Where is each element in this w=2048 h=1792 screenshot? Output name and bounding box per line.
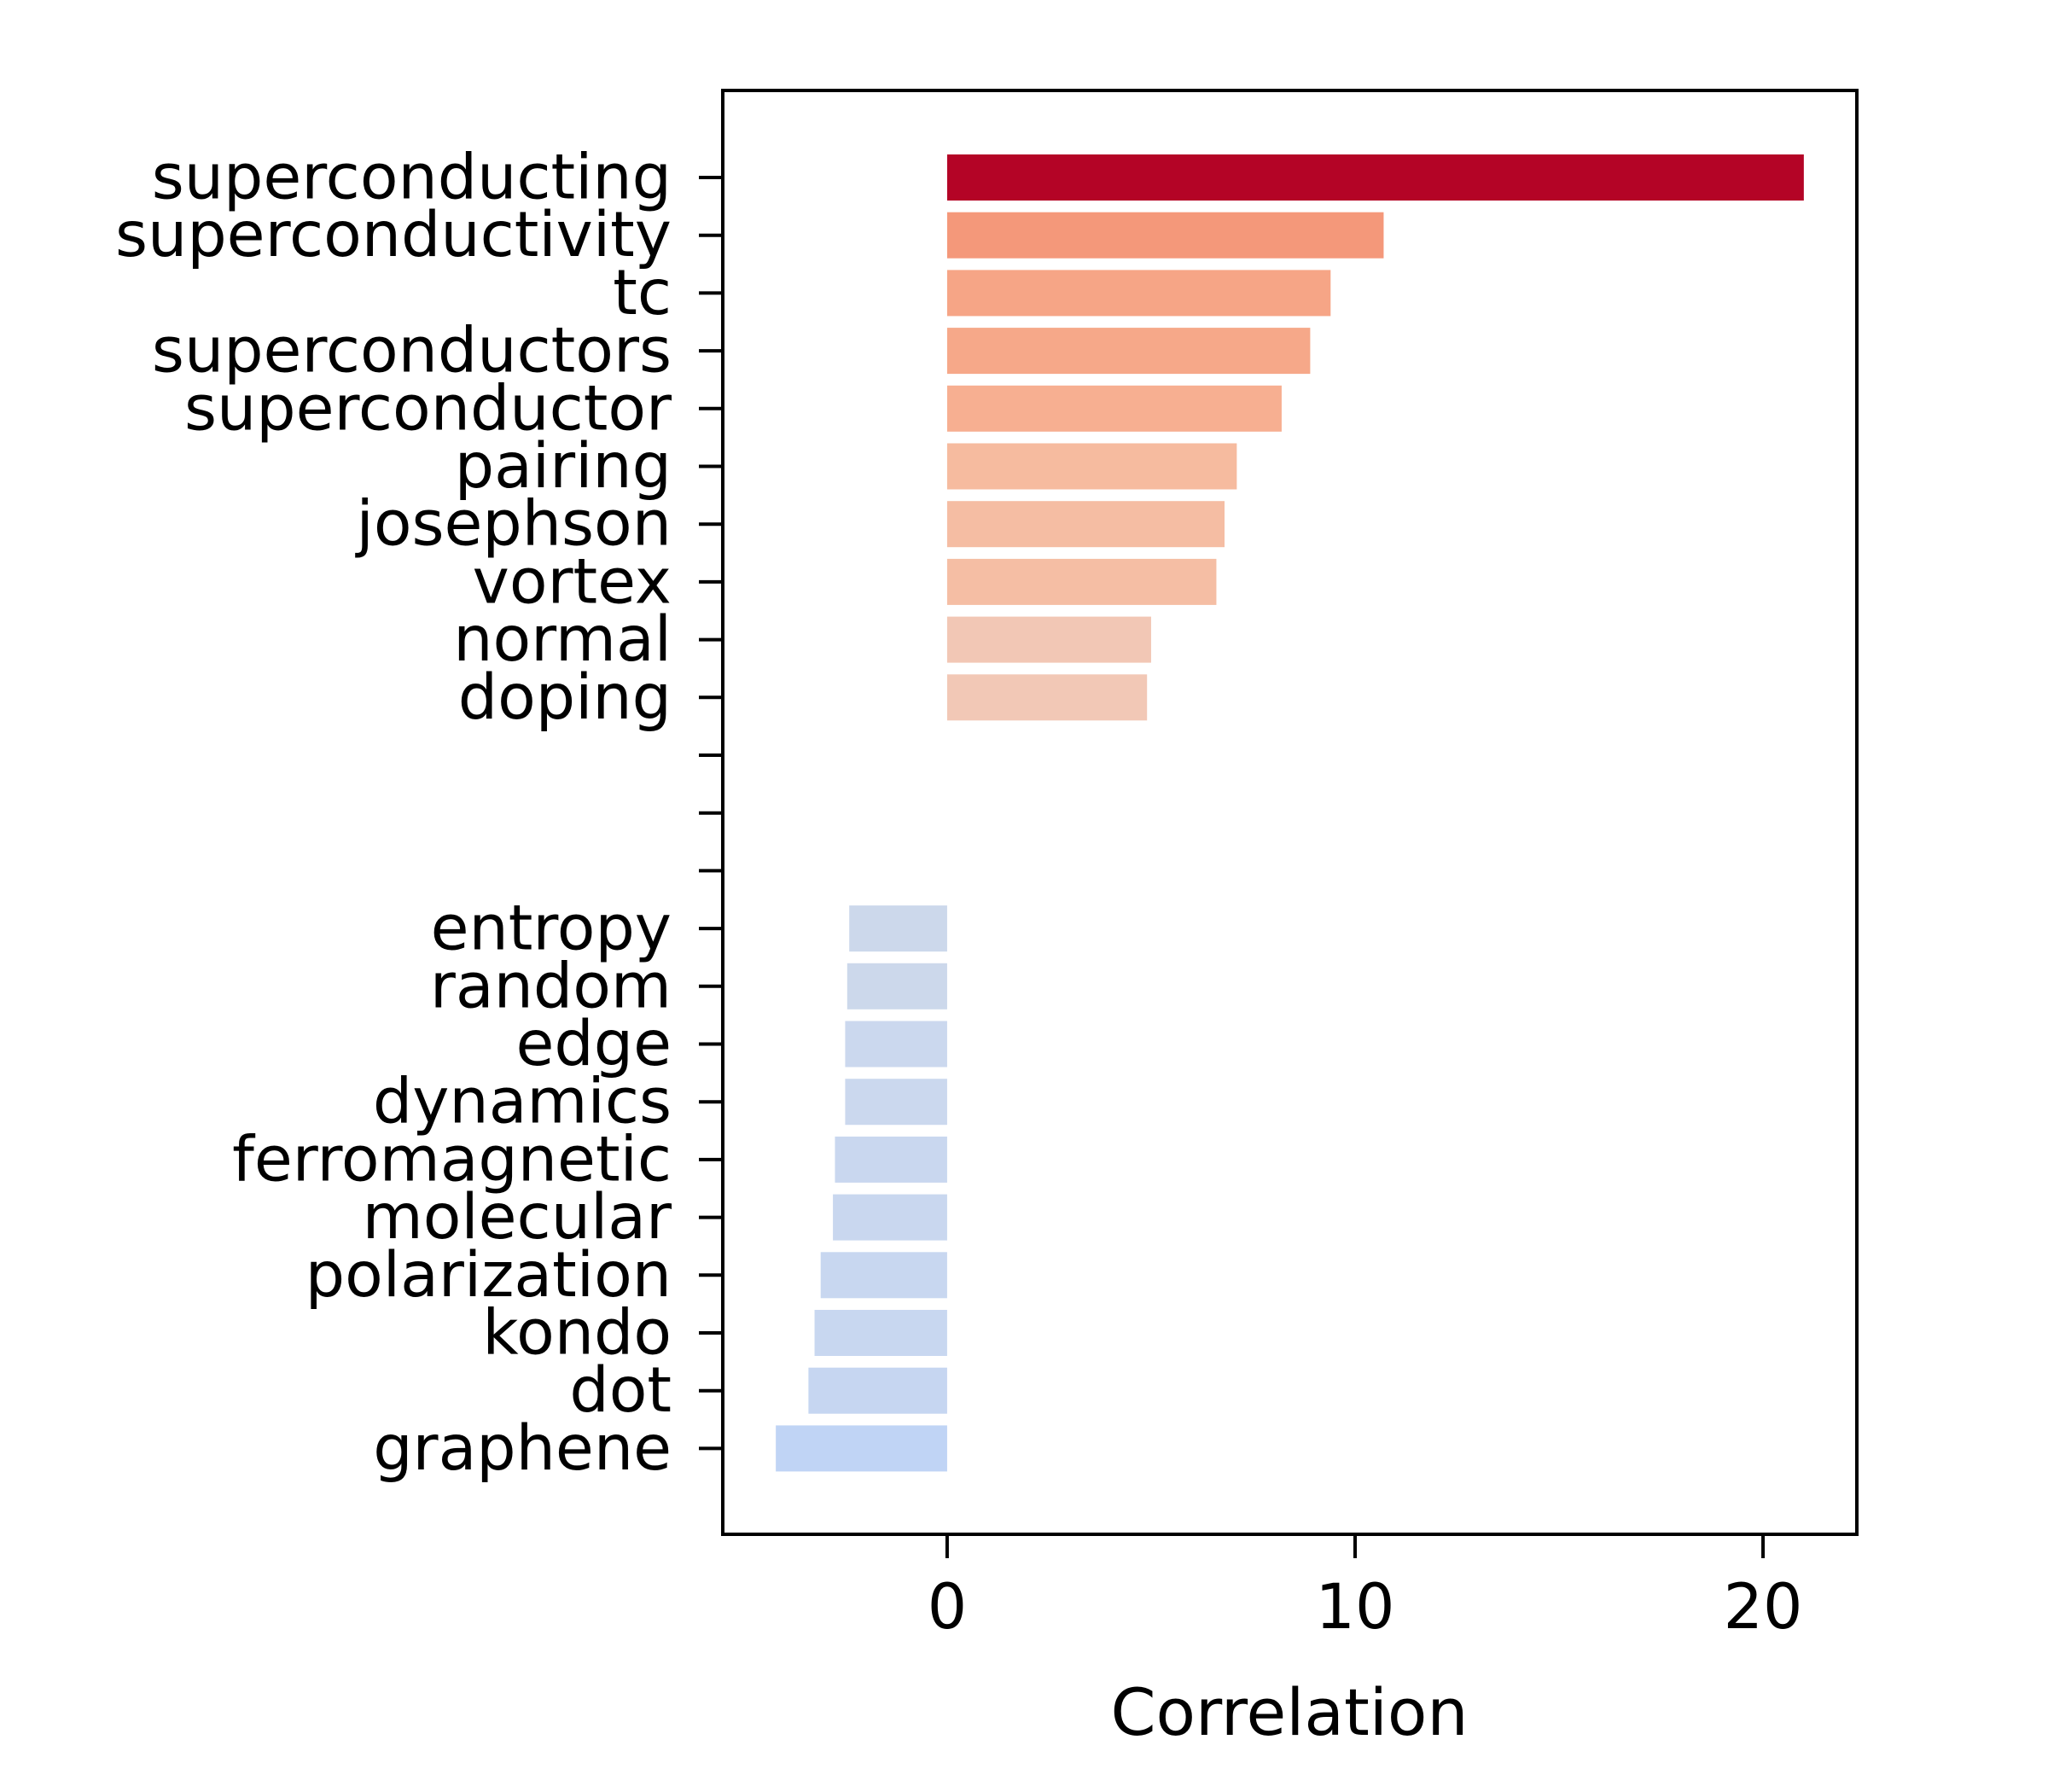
bar <box>814 1310 947 1356</box>
x-tick-label: 0 <box>928 1571 967 1644</box>
y-tick-label: tc <box>613 257 672 329</box>
y-tick-label: kondo <box>482 1297 672 1370</box>
y-tick-label: pairing <box>455 430 672 503</box>
bar <box>946 385 1282 432</box>
y-tick-label: dynamics <box>373 1066 672 1138</box>
bar <box>946 212 1384 259</box>
y-tick-label: polarization <box>305 1239 672 1312</box>
y-tick-label: josephson <box>355 488 672 561</box>
y-tick-label: superconductors <box>152 315 672 387</box>
y-tick-label: vortex <box>473 545 672 618</box>
y-tick-label: superconductor <box>184 372 672 445</box>
bar <box>849 905 947 952</box>
bar <box>845 1079 947 1126</box>
bar <box>946 270 1331 317</box>
plot-frame <box>721 89 1859 1536</box>
y-tick-label: normal <box>453 603 672 676</box>
bar <box>946 154 1804 201</box>
y-tick-label: superconducting <box>152 142 672 214</box>
y-tick-label: entropy <box>431 893 672 965</box>
x-tick-label: 20 <box>1724 1571 1803 1644</box>
bar <box>833 1194 947 1241</box>
x-tick-label: 10 <box>1316 1571 1395 1644</box>
y-tick-label: dot <box>569 1354 672 1427</box>
bar <box>946 674 1148 721</box>
y-tick-label: doping <box>458 661 672 734</box>
bar <box>820 1252 947 1299</box>
bar <box>845 1021 947 1068</box>
y-tick-label: ferromagnetic <box>232 1123 672 1196</box>
y-tick-label: edge <box>516 1008 672 1080</box>
y-tick-label: graphene <box>373 1412 672 1485</box>
bar <box>946 328 1311 375</box>
bar <box>776 1425 947 1472</box>
bar <box>946 501 1225 548</box>
bar <box>808 1367 947 1414</box>
bars-group <box>776 154 1804 1472</box>
y-tick-label: superconductivity <box>115 199 672 271</box>
x-axis-label: Correlation <box>1110 1674 1468 1750</box>
bar <box>946 616 1151 663</box>
x-axis-ticks: 0 10 20 <box>928 1534 1803 1644</box>
bar <box>946 558 1217 605</box>
bar <box>946 443 1237 490</box>
bar <box>835 1136 947 1183</box>
y-tick-label: random <box>430 950 672 1022</box>
y-tick-label: molecular <box>363 1181 672 1254</box>
bar <box>847 963 947 1009</box>
y-axis-ticks: superconductingsuperconductivitytcsuperc… <box>115 142 723 1485</box>
